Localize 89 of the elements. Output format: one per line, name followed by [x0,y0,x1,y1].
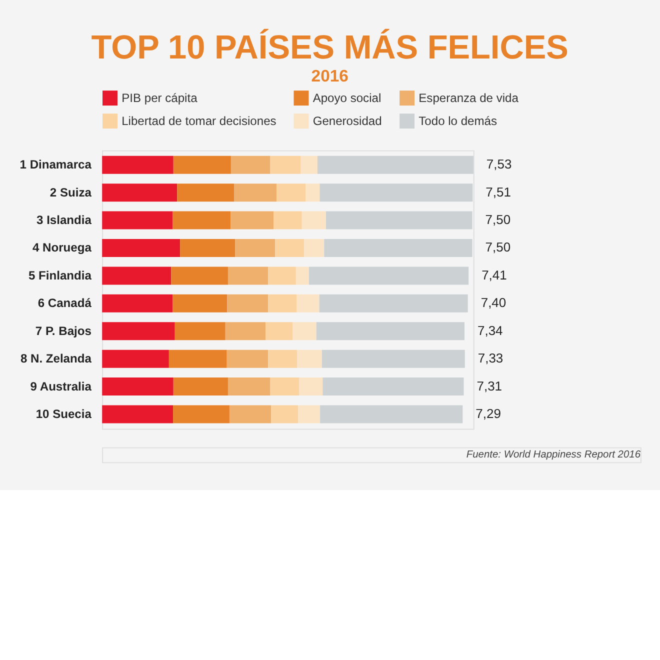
bar [268,350,298,368]
annotation: 7,51 [486,184,511,200]
bar [177,184,234,202]
bar [319,294,468,312]
bar [274,211,302,230]
bar [171,266,228,285]
bar [102,322,175,340]
bar [102,294,173,312]
bar [227,294,268,312]
bar [226,350,268,368]
bar [102,378,174,396]
bar [320,405,463,424]
annotation: 7,33 [478,350,504,366]
bar [174,322,226,340]
bar [173,156,231,174]
annotation: 7,34 [478,322,503,338]
y-tick-label: 9 Australia [30,379,92,394]
bar [102,184,178,202]
y-tick-label: 3 Islandia [36,212,92,227]
bar [296,266,309,285]
bar [270,378,300,396]
bar [271,405,298,424]
y-tick-label: 1 Dinamarca [20,158,92,172]
legend-label: Libertad de tomar decisiones [122,114,276,128]
bar [102,211,173,230]
bar [296,294,320,312]
bar [173,405,230,424]
annotation: 7,50 [485,240,511,255]
bar [268,294,297,312]
y-tick-label: 4 Noruega [32,240,92,255]
bar [304,238,324,257]
bar [299,378,323,396]
bar [316,322,465,340]
bar [102,405,174,424]
bar [102,266,172,285]
bar [180,238,236,257]
bar [229,405,272,424]
chart-title: TOP 10 PAÍSES MÁS FELICES [91,28,568,66]
y-tick-label: 6 Canadá [38,296,92,310]
y-tick-label: 7 P. Bajos [35,324,92,338]
bar [235,238,276,257]
bar [230,156,270,174]
annotation: 7,50 [485,212,511,227]
bar [306,184,320,202]
bar [168,350,227,368]
annotation: 7,41 [482,267,507,282]
bar [265,322,293,340]
bar [102,350,169,368]
y-tick-label: 10 Suecia [36,406,92,421]
bar [270,156,301,174]
source-note: Fuente: World Happiness Report 2016 [466,450,641,461]
bar [322,378,464,396]
bar [308,266,469,285]
bar [324,238,472,257]
bar [298,405,320,424]
bar [276,184,306,202]
bar [102,156,174,174]
annotation: 7,31 [476,378,502,394]
bar [317,156,474,174]
bar [172,211,231,230]
annotation: 7,40 [480,295,506,310]
bar [300,156,318,174]
legend-label: PIB per cápita [122,90,198,105]
bar [302,211,326,230]
annotation: 7,53 [486,156,512,172]
bar [173,378,228,396]
y-tick-label: 8 N. Zelanda [20,352,92,366]
bar [268,266,296,285]
y-tick-label: 2 Suiza [50,185,92,200]
legend-label: Generosidad [312,114,382,128]
bar [225,322,266,340]
legend-label: Apoyo social [312,90,382,105]
bar [297,350,322,368]
bar [292,322,316,340]
bar [326,211,472,230]
bar [234,184,277,202]
bar [172,294,228,312]
legend-label: Todo lo demás [418,114,498,128]
bar [230,211,274,230]
bar [228,266,268,285]
y-tick-label: 5 Finlandia [28,268,92,282]
chart-subtitle: 2016 [311,66,348,86]
bar [228,378,270,396]
bar [322,350,465,368]
annotation: 7,29 [476,406,501,421]
legend-label: Esperanza de vida [418,90,519,105]
bar [275,238,304,257]
bar [320,184,473,202]
bar [102,238,180,257]
